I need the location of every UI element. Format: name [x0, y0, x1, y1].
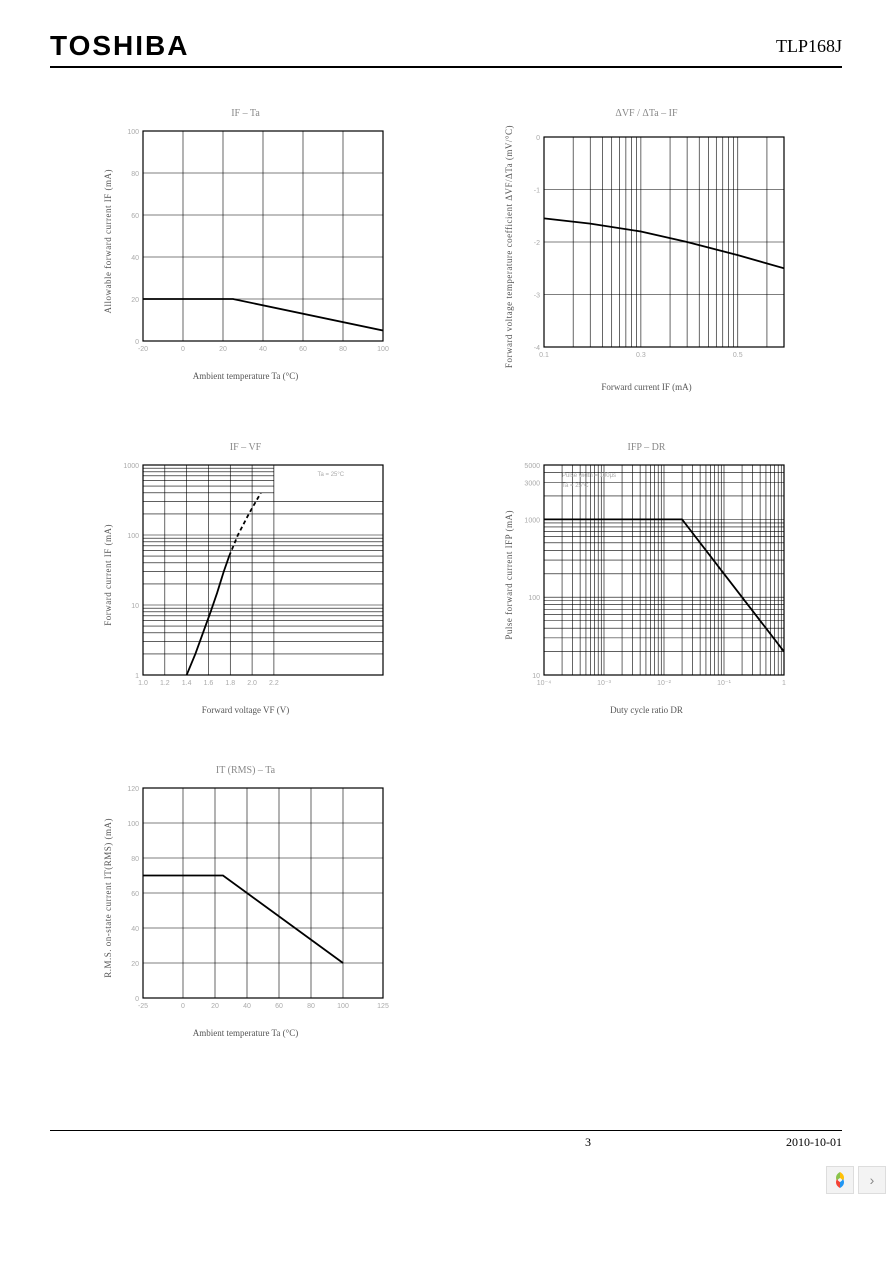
svg-text:80: 80: [339, 346, 347, 353]
svg-text:0.5: 0.5: [732, 352, 742, 359]
svg-text:20: 20: [131, 297, 139, 304]
svg-text:60: 60: [131, 213, 139, 220]
svg-text:0: 0: [181, 346, 185, 353]
svg-text:-2: -2: [533, 240, 539, 247]
svg-text:1000: 1000: [123, 463, 139, 470]
page-number: 3: [585, 1135, 591, 1150]
svg-text:80: 80: [131, 856, 139, 863]
svg-text:1.6: 1.6: [203, 680, 213, 687]
y-axis-label: Forward voltage temperature coefficient …: [504, 125, 514, 368]
svg-text:40: 40: [131, 255, 139, 262]
svg-text:20: 20: [211, 1003, 219, 1010]
logo: TOSHIBA: [50, 30, 190, 62]
svg-text:10⁻³: 10⁻³: [597, 680, 611, 687]
x-axis-label: Forward voltage VF (V): [202, 705, 290, 715]
svg-text:3000: 3000: [524, 480, 540, 487]
svg-text:0: 0: [181, 1003, 185, 1010]
chart-dvf-dta-if: ΔVF / ΔTa – IF Forward voltage temperatu…: [461, 108, 832, 392]
svg-text:-3: -3: [533, 292, 539, 299]
svg-text:1: 1: [782, 680, 786, 687]
svg-text:1.4: 1.4: [181, 680, 191, 687]
svg-text:100: 100: [528, 595, 540, 602]
chart-ifp-dr: IFP – DR Pulse forward current IFP (mA) …: [461, 442, 832, 715]
chart-title: IF – Ta: [231, 108, 260, 119]
svg-text:100: 100: [337, 1003, 349, 1010]
svg-text:100: 100: [127, 533, 139, 540]
svg-text:2.2: 2.2: [269, 680, 279, 687]
svg-text:0: 0: [135, 996, 139, 1003]
charts-grid: IF – Ta Allowable forward current IF (mA…: [50, 108, 842, 1038]
svg-text:10: 10: [131, 603, 139, 610]
svg-text:Ta = 25°C: Ta = 25°C: [562, 483, 589, 489]
svg-text:100: 100: [127, 821, 139, 828]
svg-text:1.2: 1.2: [159, 680, 169, 687]
svg-text:10⁻⁴: 10⁻⁴: [536, 680, 551, 687]
footer: 3 2010-10-01: [50, 1130, 842, 1150]
svg-text:-25: -25: [137, 1003, 147, 1010]
x-axis-label: Ambient temperature Ta (°C): [193, 371, 299, 381]
svg-text:60: 60: [275, 1003, 283, 1010]
svg-text:20: 20: [219, 346, 227, 353]
part-number: TLP168J: [776, 36, 842, 57]
svg-text:80: 80: [307, 1003, 315, 1010]
y-axis-label: Allowable forward current IF (mA): [103, 169, 113, 313]
svg-text:-20: -20: [137, 346, 147, 353]
svg-text:2.0: 2.0: [247, 680, 257, 687]
chevron-right-icon[interactable]: ›: [858, 1166, 886, 1194]
svg-text:1.0: 1.0: [138, 680, 148, 687]
x-axis-label: Duty cycle ratio DR: [610, 705, 683, 715]
svg-text:0: 0: [536, 135, 540, 142]
x-axis-label: Ambient temperature Ta (°C): [193, 1028, 299, 1038]
corner-widget: ›: [826, 1166, 886, 1194]
chart-title: IF – VF: [230, 442, 262, 453]
chart-title: IT (RMS) – Ta: [216, 765, 275, 776]
svg-text:-1: -1: [533, 187, 539, 194]
y-axis-label: Pulse forward current IFP (mA): [504, 510, 514, 640]
chart-if-ta: IF – Ta Allowable forward current IF (mA…: [60, 108, 431, 392]
svg-text:40: 40: [259, 346, 267, 353]
chart-title: IFP – DR: [628, 442, 666, 453]
svg-text:1.8: 1.8: [225, 680, 235, 687]
svg-text:1: 1: [135, 673, 139, 680]
svg-text:0.1: 0.1: [539, 352, 549, 359]
leaf-icon[interactable]: [826, 1166, 854, 1194]
svg-text:125: 125: [377, 1003, 389, 1010]
svg-text:-4: -4: [533, 345, 539, 352]
svg-text:Pulse width = 100μs: Pulse width = 100μs: [562, 473, 616, 479]
chart-title: ΔVF / ΔTa – IF: [615, 108, 677, 119]
footer-date: 2010-10-01: [786, 1135, 842, 1150]
svg-text:1000: 1000: [524, 517, 540, 524]
svg-text:60: 60: [299, 346, 307, 353]
svg-text:120: 120: [127, 786, 139, 793]
svg-text:10: 10: [532, 673, 540, 680]
svg-text:5000: 5000: [524, 463, 540, 470]
svg-text:20: 20: [131, 961, 139, 968]
x-axis-label: Forward current IF (mA): [601, 382, 691, 392]
y-axis-label: R.M.S. on-state current IT(RMS) (mA): [103, 818, 113, 978]
chart-it-rms-ta: IT (RMS) – Ta R.M.S. on-state current IT…: [60, 765, 431, 1038]
svg-text:10⁻²: 10⁻²: [657, 680, 671, 687]
y-axis-label: Forward current IF (mA): [103, 524, 113, 626]
svg-text:0.3: 0.3: [636, 352, 646, 359]
svg-text:60: 60: [131, 891, 139, 898]
chart-if-vf: IF – VF Forward current IF (mA) Ta = 25°…: [60, 442, 431, 715]
header: TOSHIBA TLP168J: [50, 30, 842, 68]
svg-text:10⁻¹: 10⁻¹: [717, 680, 731, 687]
svg-text:100: 100: [127, 129, 139, 136]
svg-text:100: 100: [377, 346, 389, 353]
svg-text:0: 0: [135, 339, 139, 346]
svg-text:40: 40: [131, 926, 139, 933]
svg-text:Ta = 25°C: Ta = 25°C: [317, 472, 344, 478]
svg-text:40: 40: [243, 1003, 251, 1010]
svg-text:80: 80: [131, 171, 139, 178]
